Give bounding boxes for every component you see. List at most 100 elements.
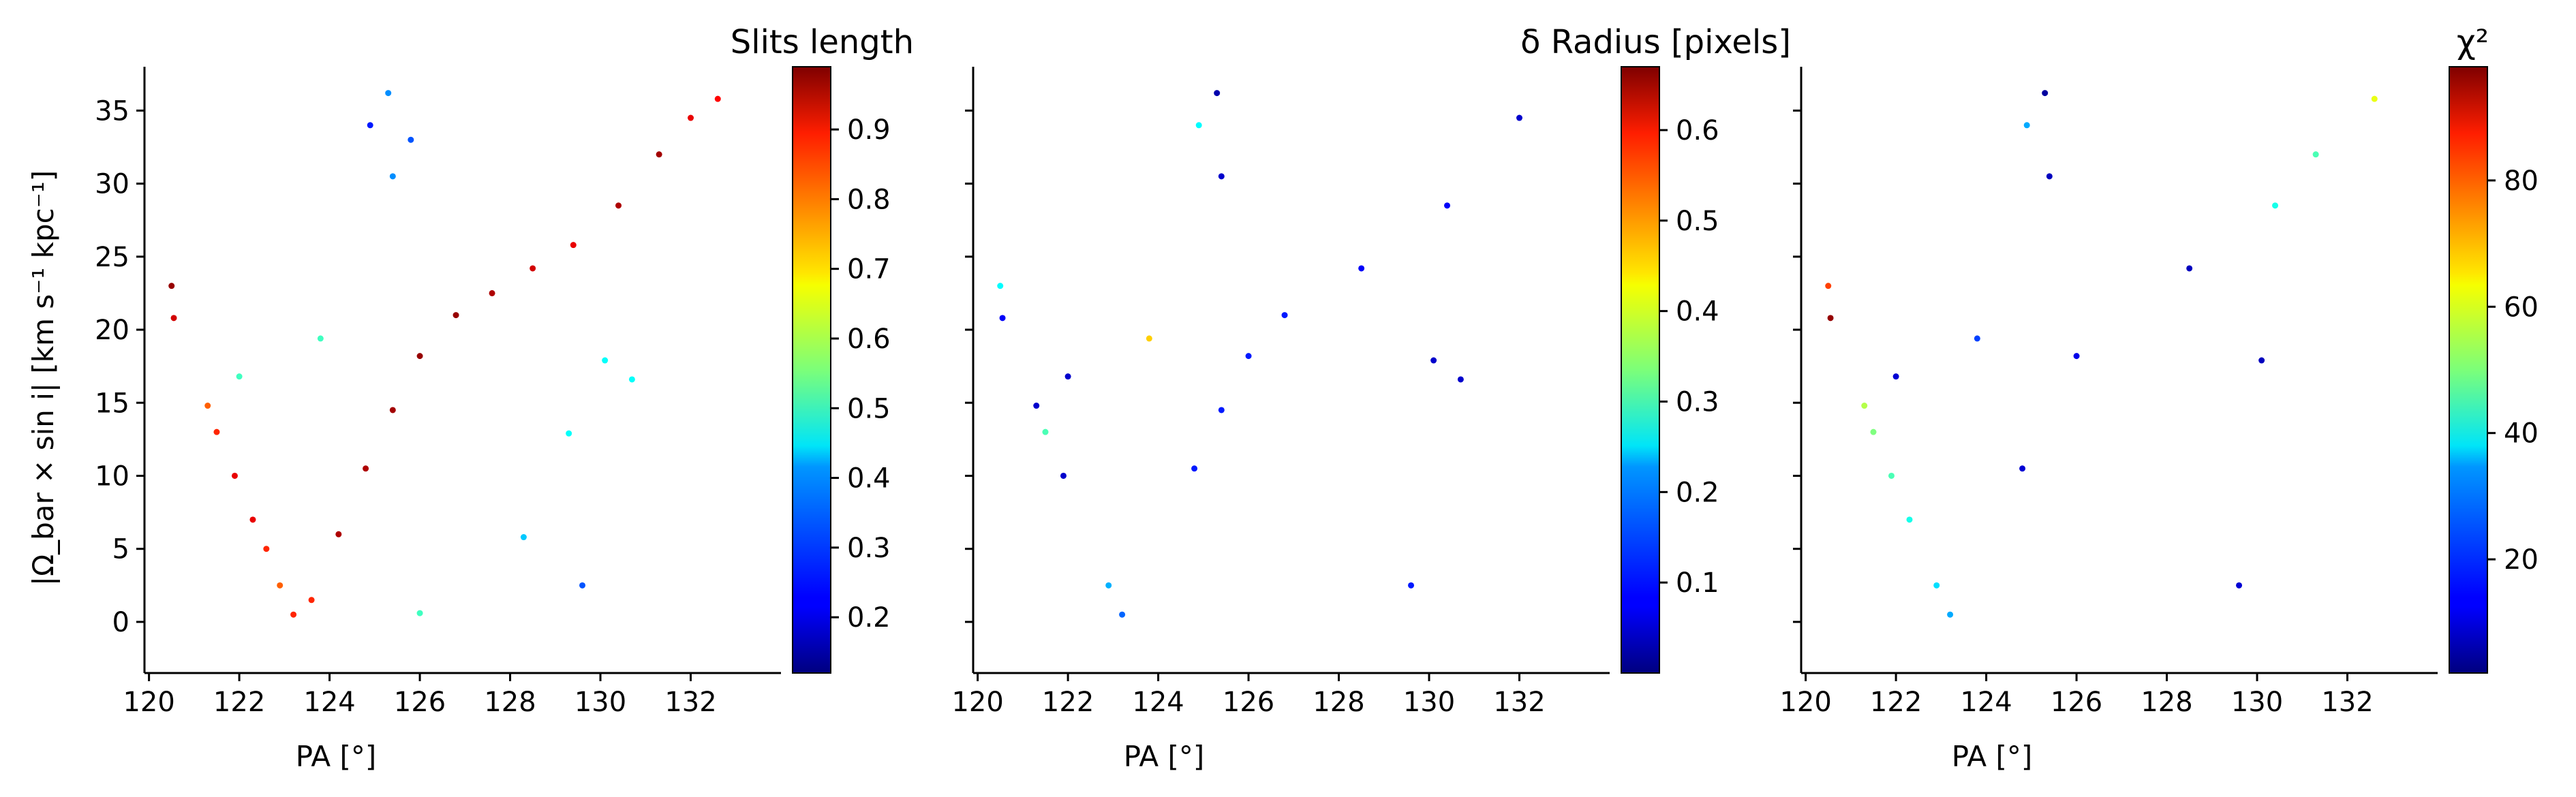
data-point: [714, 95, 721, 102]
colorbar-tick-label: 0.3: [1676, 386, 1719, 418]
colorbar-tick-label: 80: [2504, 166, 2539, 197]
data-point: [290, 611, 297, 618]
colorbar-tick-label: 0.2: [847, 602, 891, 634]
data-point: [1146, 335, 1152, 342]
data-point: [530, 265, 536, 272]
panel-1-x-label: PA [°]: [296, 740, 377, 773]
panel-1-x-axis: 120 122 124 126 128 130 132: [123, 672, 781, 718]
panel-3-colorbar-gradient: [2449, 66, 2488, 674]
data-point: [1064, 373, 1071, 380]
data-point: [615, 202, 622, 209]
data-point: [2042, 90, 2049, 97]
panel-1-colorbar-ticks: 0.2 0.3 0.4 0.5 0.6 0.7 0.8 0.9: [831, 114, 891, 634]
data-point: [1457, 376, 1464, 383]
data-point: [2236, 582, 2243, 589]
panel-2-x-axis: 120 122 124 126 128 130 132: [951, 672, 1610, 718]
colorbar-tick-label: 0.5: [847, 393, 891, 424]
data-point: [213, 428, 220, 435]
data-point: [385, 90, 392, 97]
data-point: [2371, 95, 2378, 102]
data-point: [656, 151, 662, 158]
x-tick-label: 122: [213, 687, 265, 718]
data-point: [1245, 353, 1252, 360]
panel-3-colorbar-ticks: 20 40 60 80: [2487, 166, 2539, 576]
data-point: [170, 315, 177, 322]
data-point: [335, 531, 342, 537]
data-point: [1444, 202, 1451, 209]
data-point: [2023, 122, 2030, 129]
x-tick-label: 132: [2321, 687, 2373, 718]
data-point: [204, 403, 211, 409]
data-point: [1892, 373, 1899, 380]
x-tick-label: 126: [394, 687, 446, 718]
colorbar-tick-label: 0.6: [847, 324, 891, 355]
x-tick-label: 120: [123, 687, 174, 718]
data-point: [236, 373, 243, 380]
colorbar-tick-label: 20: [2504, 544, 2539, 576]
colorbar-tick-label: 0.6: [1676, 115, 1719, 146]
y-tick-label: 35: [95, 95, 129, 127]
panel-1-colorbar: 0.2 0.3 0.4 0.5 0.6 0.7 0.8 0.9 Slits length: [731, 23, 914, 674]
data-point: [1033, 403, 1040, 409]
data-point: [2019, 465, 2026, 472]
data-point: [1105, 582, 1112, 589]
panel-2-colorbar-ticks: 0.1 0.2 0.3 0.4 0.5 0.6: [1659, 115, 1719, 599]
panel-3-colorbar: 20 40 60 80 χ²: [2449, 23, 2539, 674]
colorbar-tick-label: 40: [2504, 418, 2539, 450]
x-tick-label: 122: [1870, 687, 1922, 718]
data-point: [579, 582, 586, 589]
y-tick-label: 20: [95, 315, 129, 346]
data-point: [1933, 582, 1940, 589]
x-tick-label: 130: [574, 687, 626, 718]
panel-1-colorbar-gradient: [792, 66, 831, 674]
panel-1-colorbar-label: Slits length: [731, 23, 914, 61]
data-point: [602, 357, 609, 364]
y-tick-label: 0: [112, 607, 129, 638]
panel-3-x-label: PA [°]: [1952, 740, 2033, 773]
data-point: [1947, 611, 1954, 618]
panel-2-points: [997, 90, 1523, 618]
data-point: [1974, 335, 1980, 342]
x-tick-label: 130: [1403, 687, 1455, 718]
x-tick-label: 126: [1223, 687, 1274, 718]
data-point: [1060, 472, 1067, 479]
data-point: [308, 597, 315, 604]
panel-1-y-label: |Ω_bar × sin i| [km s⁻¹ kpc⁻¹]: [27, 170, 60, 586]
data-point: [2186, 265, 2193, 272]
panel-3-points: [1825, 90, 2378, 618]
data-point: [2046, 173, 2053, 180]
data-point: [2312, 151, 2319, 158]
data-point: [277, 582, 283, 589]
colorbar-tick-label: 0.8: [847, 184, 891, 215]
data-point: [1214, 90, 1221, 97]
y-tick-label: 10: [95, 460, 129, 492]
panel-2-colorbar-gradient: [1621, 66, 1660, 674]
data-point: [363, 465, 369, 472]
panel-2-x-label: PA [°]: [1124, 740, 1205, 773]
data-point: [1430, 357, 1437, 364]
data-point: [489, 290, 495, 296]
data-point: [997, 283, 1004, 290]
x-tick-label: 126: [2051, 687, 2102, 718]
x-tick-label: 124: [1132, 687, 1184, 718]
data-point: [389, 173, 396, 180]
colorbar-tick-label: 0.2: [1676, 477, 1719, 508]
panel-1: 120 122 124 126 128 130 132 0 5 10 15 20 25 30 35 PA …: [27, 23, 914, 773]
x-tick-label: 132: [1493, 687, 1545, 718]
colorbar-tick-label: 0.4: [1676, 296, 1719, 328]
data-point: [570, 242, 577, 249]
panel-2-colorbar: 0.1 0.2 0.3 0.4 0.5 0.6 δ Radius [pixels]: [1520, 23, 1791, 674]
data-point: [566, 430, 572, 437]
data-point: [317, 335, 324, 342]
data-point: [168, 283, 175, 290]
colorbar-tick-label: 0.1: [1676, 567, 1719, 599]
y-tick-label: 15: [95, 388, 129, 419]
x-tick-label: 128: [2141, 687, 2192, 718]
data-point: [1825, 283, 1832, 290]
data-point: [1218, 173, 1225, 180]
data-point: [263, 546, 270, 552]
colorbar-tick-label: 60: [2504, 292, 2539, 323]
data-point: [1827, 315, 1834, 322]
data-point: [249, 516, 256, 523]
data-point: [999, 315, 1006, 322]
